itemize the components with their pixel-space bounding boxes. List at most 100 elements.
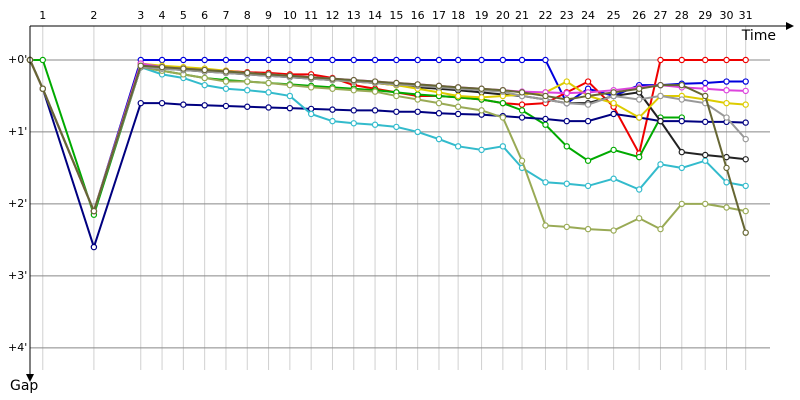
data-point [454,143,462,150]
data-point [584,225,592,233]
data-point [499,99,507,107]
y-tick-label: +2' [8,197,27,210]
data-point [702,200,709,208]
data-point [478,146,485,154]
data-point [563,78,570,85]
data-point [158,99,166,107]
data-point [201,74,208,82]
data-point [635,153,643,161]
data-point [723,164,730,172]
data-point [518,56,526,64]
y-axis-label: Gap [10,378,38,394]
data-point [542,179,549,186]
data-point [542,92,549,100]
data-point [610,99,617,107]
data-point [678,81,685,89]
data-point [584,78,592,85]
x-tick-label: 19 [475,9,489,22]
data-point [723,99,730,107]
data-point [244,69,251,77]
data-point [265,104,272,111]
data-point [329,56,336,64]
data-point [414,108,421,115]
data-point [222,85,230,92]
data-point [414,91,421,98]
data-point [657,225,664,233]
data-point [265,71,272,78]
data-point [702,56,709,64]
y-tick-label: +1' [8,125,27,138]
x-tick-label: 29 [698,9,712,22]
data-point [478,56,485,64]
data-point [723,114,730,121]
series-line [29,59,747,214]
x-tick-label: 1 [39,9,46,22]
data-point [742,207,749,215]
x-tick-label: 14 [368,9,382,22]
data-point [158,63,166,71]
x-axis-label: Time [741,28,776,44]
data-point [435,135,443,143]
y-tick-label: +0' [8,53,27,66]
x-tick-label: 25 [607,9,621,22]
data-point [742,229,749,236]
data-point [329,75,336,82]
data-point [371,78,379,85]
data-point [454,110,462,118]
data-point [678,200,685,208]
data-point [265,89,272,96]
data-point [584,157,592,164]
data-point [414,96,421,103]
data-point [137,62,144,69]
x-tick-label: 20 [496,9,510,22]
x-tick-label: 8 [244,9,251,22]
x-tick-label: 27 [653,9,667,22]
data-point [723,204,730,211]
data-point [723,78,730,85]
data-point [435,89,443,96]
data-point [90,207,98,215]
data-point [702,92,709,100]
data-point [478,107,485,114]
data-point [201,66,208,74]
data-point [678,117,685,125]
data-point [244,78,251,85]
data-point [723,179,730,186]
data-point [742,135,749,143]
data-point [678,96,685,103]
data-point [393,123,400,131]
x-tick-label: 28 [675,9,689,22]
data-point [723,56,730,64]
data-point [329,85,336,92]
x-tick-label: 17 [432,9,446,22]
x-tick-label: 3 [137,9,144,22]
data-point [610,146,617,154]
data-point [518,107,526,114]
data-point [702,85,709,92]
data-point [435,82,443,90]
data-point [635,114,643,121]
data-point [542,115,549,123]
data-point [610,175,617,182]
x-tick-label: 21 [515,9,529,22]
data-point [371,88,379,95]
x-tick-label: 13 [347,9,361,22]
data-point [678,148,685,156]
data-point [478,94,485,101]
x-tick-label: 16 [411,9,425,22]
data-point [610,89,617,96]
data-point [435,110,443,117]
data-point [393,79,400,87]
data-point [657,117,664,125]
data-point [201,102,208,109]
x-tick-label: 10 [283,9,297,22]
data-point [499,143,507,150]
y-tick-label: +3' [8,269,27,282]
data-point [435,56,443,64]
data-point [201,56,208,64]
x-tick-label: 7 [222,9,229,22]
data-point [584,117,592,125]
data-point [657,56,664,64]
data-point [678,56,685,64]
data-point [39,85,46,92]
